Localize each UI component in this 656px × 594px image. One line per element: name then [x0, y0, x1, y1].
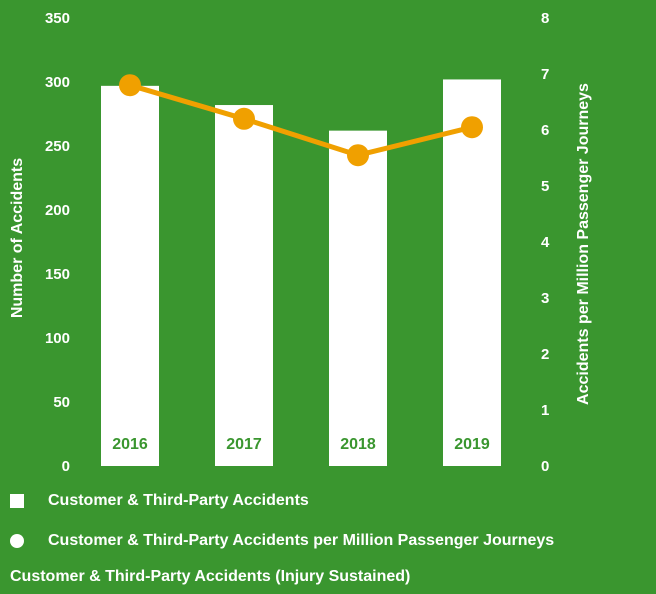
bar-2017	[215, 105, 273, 466]
right-tick-label: 4	[541, 234, 550, 251]
right-tick-label: 7	[541, 66, 549, 83]
legend-dot-icon	[10, 534, 24, 548]
left-tick-label: 100	[45, 330, 70, 347]
right-tick-label: 1	[541, 402, 549, 419]
legend-item-line: Customer & Third-Party Accidents per Mil…	[10, 532, 554, 550]
legend-square-icon	[10, 494, 24, 508]
line-point-2018	[347, 144, 369, 167]
line-point-2019	[461, 116, 483, 139]
left-tick-label: 250	[45, 138, 70, 155]
chart-footer-title: Customer & Third-Party Accidents (Injury…	[10, 568, 411, 585]
left-axis-title: Number of Accidents	[9, 158, 26, 318]
bar-2019	[443, 79, 501, 466]
left-tick-label: 300	[45, 74, 70, 91]
category-label-2019: 2019	[454, 436, 490, 453]
category-label-2016: 2016	[112, 436, 148, 453]
right-tick-label: 5	[541, 178, 549, 195]
right-tick-label: 2	[541, 346, 549, 363]
right-tick-label: 8	[541, 10, 549, 27]
bar-series: 2016 2017 2018 2019	[101, 79, 501, 466]
legend-label-bars: Customer & Third-Party Accidents	[48, 492, 309, 509]
category-label-2017: 2017	[226, 436, 262, 453]
right-tick-label: 3	[541, 290, 549, 307]
legend-item-bars: Customer & Third-Party Accidents	[10, 492, 309, 510]
chart: 0 50 100 150 200 250 300 350 0 1 2 3 4 5 6 7 8 Number o…	[9, 10, 592, 475]
line-point-2017	[233, 107, 255, 130]
line-point-2016	[119, 74, 141, 97]
bar-2018	[329, 130, 387, 466]
legend-label-line: Customer & Third-Party Accidents per Mil…	[48, 532, 555, 549]
right-tick-label: 6	[541, 122, 549, 139]
right-axis-ticks: 0 1 2 3 4 5 6 7 8	[541, 10, 550, 475]
left-tick-label: 150	[45, 266, 70, 283]
right-axis-title: Accidents per Million Passenger Journeys	[575, 83, 592, 405]
line-path	[129, 82, 473, 158]
category-label-2018: 2018	[340, 436, 376, 453]
left-tick-label: 50	[53, 394, 70, 411]
line-series	[119, 74, 483, 167]
left-tick-label: 0	[62, 458, 70, 475]
bar-2016	[101, 85, 159, 466]
left-tick-label: 200	[45, 202, 70, 219]
left-tick-label: 350	[45, 10, 70, 27]
left-axis-ticks: 0 50 100 150 200 250 300 350	[45, 10, 70, 475]
right-tick-label: 0	[541, 458, 549, 475]
